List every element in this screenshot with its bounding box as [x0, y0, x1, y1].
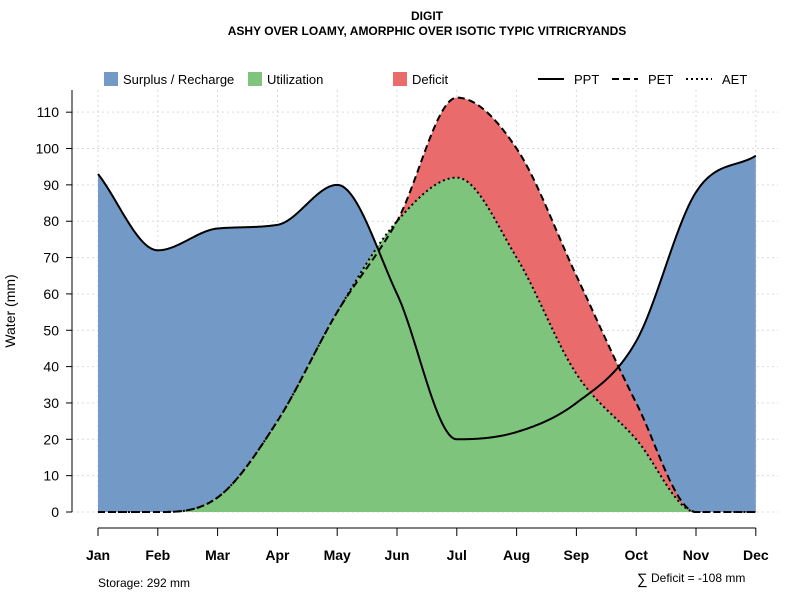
legend-swatch-surplus — [104, 72, 118, 86]
y-tick-label: 90 — [43, 177, 59, 193]
y-tick-label: 70 — [43, 250, 59, 266]
legend-label-surplus: Surplus / Recharge — [123, 72, 234, 87]
sum-symbol: ∑ — [637, 571, 648, 588]
legend-label-ppt: PPT — [574, 72, 599, 87]
chart-subtitle: ASHY OVER LOAMY, AMORPHIC OVER ISOTIC TY… — [228, 24, 627, 38]
legend-swatch-deficit — [393, 72, 407, 86]
y-tick-label: 10 — [43, 468, 59, 484]
deficit-note: Deficit = -108 mm — [651, 571, 745, 585]
x-tick-label: Feb — [145, 547, 170, 563]
legend-label-aet: AET — [722, 72, 747, 87]
legend-label-utilization: Utilization — [267, 72, 323, 87]
legend: Surplus / Recharge Utilization Deficit P… — [104, 72, 747, 87]
y-axis-label: Water (mm) — [2, 274, 18, 347]
y-tick-label: 100 — [36, 141, 60, 157]
x-tick-label: May — [324, 547, 351, 563]
legend-label-deficit: Deficit — [412, 72, 449, 87]
x-tick-label: Nov — [683, 547, 710, 563]
x-tick-label: Jan — [86, 547, 110, 563]
x-tick-label: Jul — [447, 547, 467, 563]
y-tick-label: 40 — [43, 359, 59, 375]
ppt-line — [97, 154, 757, 441]
utilization-area — [98, 177, 756, 512]
x-tick-label: Oct — [625, 547, 649, 563]
x-tick-label: Apr — [265, 547, 290, 563]
y-tick-label: 0 — [51, 504, 59, 520]
y-tick-label: 60 — [43, 286, 59, 302]
chart-title: DIGIT — [411, 9, 444, 23]
y-tick-label: 20 — [43, 431, 59, 447]
storage-note: Storage: 292 mm — [98, 576, 190, 590]
y-tick-label: 30 — [43, 395, 59, 411]
aet-line — [98, 176, 756, 513]
x-tick-label: Mar — [205, 547, 230, 563]
y-tick-label: 80 — [43, 213, 59, 229]
x-tick-label: Sep — [564, 547, 590, 563]
y-tick-label: 110 — [37, 104, 60, 120]
x-tick-label: Dec — [743, 547, 769, 563]
x-tick-label: Aug — [503, 547, 530, 563]
legend-swatch-utilization — [248, 72, 262, 86]
y-tick-label: 50 — [43, 322, 59, 338]
x-tick-label: Jun — [385, 547, 410, 563]
plot-area: 0 10 20 30 40 50 60 70 80 90 100 110 Jan Feb Mar Apr May… — [36, 90, 778, 563]
legend-label-pet: PET — [648, 72, 673, 87]
